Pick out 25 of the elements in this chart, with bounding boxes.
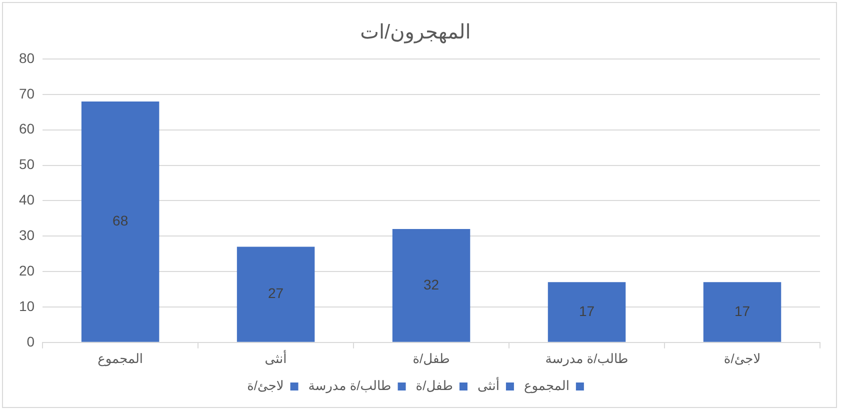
y-tick-label: 50 [18, 156, 35, 172]
y-tick-label: 0 [26, 333, 35, 350]
y-tick-label: 20 [18, 262, 35, 278]
data-label: 32 [423, 276, 440, 292]
x-tick-label: لاجئ/ة [724, 350, 761, 366]
y-tick-label: 70 [18, 85, 35, 102]
legend-label: أنثى [477, 377, 500, 394]
y-tick-label: 40 [18, 192, 35, 208]
x-tick-label: طالب/ة مدرسة [545, 350, 628, 367]
x-tick-label: طفل/ة [412, 350, 450, 366]
legend-label: لاجئ/ة [247, 378, 284, 394]
y-tick-label: 30 [18, 226, 35, 243]
data-label: 68 [112, 212, 128, 229]
legend-label: طفل/ة [416, 378, 453, 394]
data-label: 17 [578, 302, 595, 319]
legend-label: المجموع [524, 378, 570, 394]
data-label: 17 [734, 302, 750, 319]
legend-label: طالب/ة مدرسة [308, 378, 392, 394]
y-tick-label: 10 [18, 298, 35, 314]
y-tick-label: 60 [18, 120, 35, 137]
data-label: 27 [268, 285, 284, 302]
y-tick-label: 80 [18, 50, 35, 66]
x-tick-label: أنثى [264, 350, 287, 366]
x-tick-label: المجموع [98, 350, 144, 367]
chart-title: المهجرون/ات [360, 22, 471, 44]
